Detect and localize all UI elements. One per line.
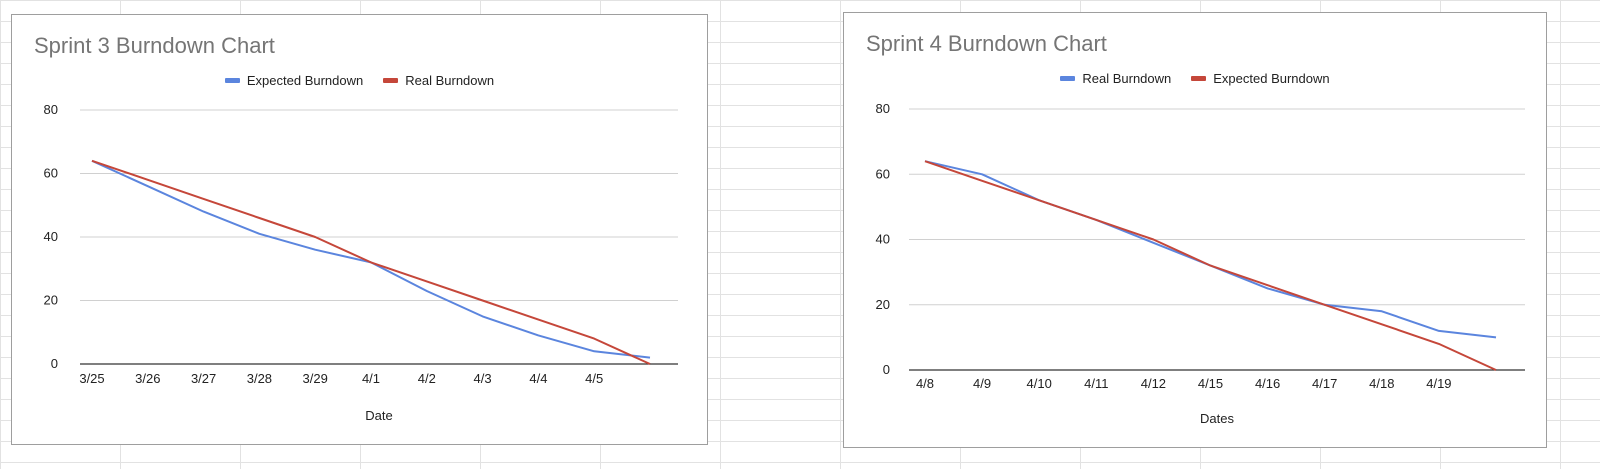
- x-tick-label: 4/10: [1027, 376, 1052, 391]
- x-axis-title: Date: [365, 408, 392, 423]
- data-point[interactable]: [312, 234, 318, 240]
- legend-item[interactable]: Expected Burndown: [224, 73, 364, 88]
- data-point[interactable]: [647, 355, 653, 361]
- x-tick-label: 4/8: [916, 376, 934, 391]
- legend-label: Real Burndown: [1082, 71, 1172, 86]
- chart-title: Sprint 3 Burndown Chart: [34, 33, 275, 58]
- data-point[interactable]: [480, 298, 486, 304]
- data-point[interactable]: [145, 177, 151, 183]
- chart-legend[interactable]: Real Burndown Expected Burndown: [844, 71, 1546, 86]
- x-tick-label: 3/28: [247, 371, 272, 386]
- x-tick-label: 4/19: [1426, 376, 1451, 391]
- data-point[interactable]: [647, 361, 653, 367]
- legend-item[interactable]: Real Burndown: [1060, 71, 1171, 86]
- x-tick-label: 4/16: [1255, 376, 1280, 391]
- data-point[interactable]: [201, 196, 207, 202]
- x-tick-label: 3/26: [135, 371, 160, 386]
- data-point[interactable]: [424, 278, 430, 284]
- legend-swatch: [383, 78, 399, 83]
- data-point[interactable]: [535, 317, 541, 323]
- y-tick-label: 0: [883, 362, 890, 377]
- x-tick-label: 4/2: [418, 371, 436, 386]
- data-point[interactable]: [922, 158, 928, 164]
- data-point[interactable]: [1436, 341, 1442, 347]
- x-tick-label: 4/11: [1084, 376, 1108, 391]
- legend-label: Expected Burndown: [246, 73, 364, 88]
- data-point[interactable]: [1322, 302, 1328, 308]
- legend-item[interactable]: Expected Burndown: [1191, 71, 1330, 86]
- legend-swatch: [224, 78, 240, 83]
- data-point[interactable]: [1208, 263, 1214, 269]
- x-tick-label: 3/29: [303, 371, 328, 386]
- data-point[interactable]: [256, 215, 262, 221]
- data-point[interactable]: [201, 209, 207, 215]
- y-tick-label: 40: [876, 232, 890, 247]
- legend-swatch: [1191, 76, 1207, 81]
- legend-item[interactable]: Real Burndown: [383, 73, 494, 88]
- x-tick-label: 4/18: [1369, 376, 1394, 391]
- x-tick-label: 4/15: [1198, 376, 1223, 391]
- data-point[interactable]: [1379, 321, 1385, 327]
- y-tick-label: 60: [876, 166, 890, 181]
- y-tick-label: 80: [876, 101, 890, 116]
- x-tick-label: 4/3: [474, 371, 492, 386]
- sprint-4-burndown-chart[interactable]: 0 20 40 60 80 4/8 4/9 4/10 4/11 4/12 4/15 4/16 4/17 4…: [843, 12, 1547, 448]
- data-point[interactable]: [979, 178, 985, 184]
- x-tick-label: 4/9: [973, 376, 991, 391]
- legend-swatch: [1060, 76, 1076, 81]
- data-point[interactable]: [1436, 328, 1442, 334]
- data-point[interactable]: [424, 288, 430, 294]
- sprint-3-burndown-chart[interactable]: 0 20 40 60 80 3/25 3/26 3/27 3/28 3/29 4/1 4/2 4/3 4/…: [11, 14, 708, 445]
- y-tick-label: 20: [876, 297, 890, 312]
- data-point[interactable]: [89, 158, 95, 164]
- legend-label: Expected Burndown: [1213, 71, 1330, 86]
- series-line[interactable]: [924, 160, 1497, 371]
- sprint-4-chart-plot: 0 20 40 60 80 4/8 4/9 4/10 4/11 4/12 4/15 4/16 4/17 4…: [876, 101, 1525, 426]
- data-point[interactable]: [1379, 308, 1385, 314]
- data-point[interactable]: [312, 247, 318, 253]
- data-point[interactable]: [145, 183, 151, 189]
- data-point[interactable]: [979, 171, 985, 177]
- legend-label: Real Burndown: [405, 73, 495, 88]
- series-line[interactable]: [924, 160, 1497, 339]
- data-point[interactable]: [256, 231, 262, 237]
- y-tick-label: 40: [44, 229, 58, 244]
- y-tick-label: 0: [51, 356, 58, 371]
- x-tick-label: 4/5: [585, 371, 603, 386]
- chart-title: Sprint 4 Burndown Chart: [866, 31, 1107, 56]
- data-point[interactable]: [535, 332, 541, 338]
- y-tick-label: 80: [44, 102, 58, 117]
- data-point[interactable]: [1493, 367, 1499, 373]
- x-tick-label: 3/25: [79, 371, 104, 386]
- series-line[interactable]: [91, 159, 651, 365]
- data-point[interactable]: [480, 313, 486, 319]
- x-tick-label: 4/12: [1141, 376, 1166, 391]
- data-point[interactable]: [1036, 197, 1042, 203]
- x-tick-label: 3/27: [191, 371, 216, 386]
- y-tick-label: 20: [44, 293, 58, 308]
- x-tick-label: 4/4: [529, 371, 547, 386]
- data-point[interactable]: [1093, 217, 1099, 223]
- data-point[interactable]: [591, 348, 597, 354]
- y-tick-label: 60: [44, 166, 58, 181]
- data-point[interactable]: [368, 259, 374, 265]
- x-axis-title: Dates: [1200, 411, 1234, 426]
- data-point[interactable]: [591, 336, 597, 342]
- data-point[interactable]: [1150, 237, 1156, 243]
- x-tick-label: 4/1: [362, 371, 380, 386]
- sprint-3-chart-plot: 0 20 40 60 80 3/25 3/26 3/27 3/28 3/29 4/1 4/2 4/3 4/…: [44, 102, 678, 423]
- chart-legend[interactable]: Expected Burndown Real Burndown: [12, 73, 707, 88]
- data-point[interactable]: [1493, 334, 1499, 340]
- data-point[interactable]: [1265, 282, 1271, 288]
- x-tick-label: 4/17: [1312, 376, 1337, 391]
